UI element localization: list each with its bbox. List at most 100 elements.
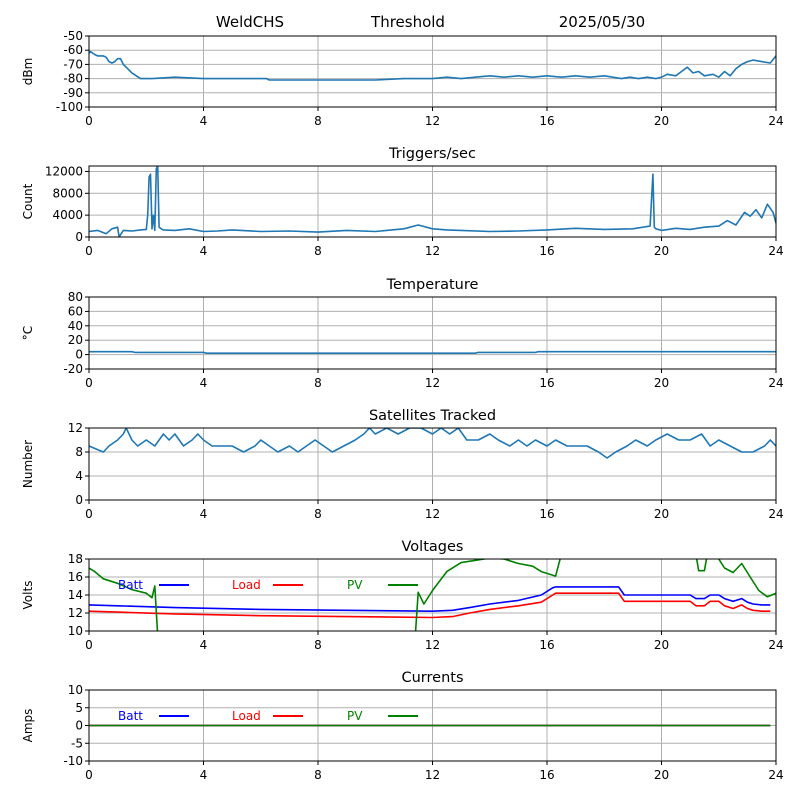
grid — [88, 166, 777, 238]
legend-label-pv: PV — [347, 578, 363, 592]
y-tick-label: 4 — [75, 469, 83, 483]
x-tick-label: 0 — [85, 114, 93, 128]
x-tick-label: 24 — [768, 244, 783, 258]
x-tick-label: 12 — [425, 507, 440, 521]
x-tick-label: 20 — [654, 376, 669, 390]
x-tick-label: 8 — [314, 376, 322, 390]
y-tick-label: 0 — [75, 493, 83, 507]
legend: Batt Load PV — [118, 578, 418, 592]
x-tick-label: 20 — [654, 244, 669, 258]
x-tick-label: 20 — [654, 114, 669, 128]
series-group — [89, 166, 776, 237]
y-tick-label: 4000 — [52, 208, 83, 222]
x-tick-label: 16 — [539, 507, 554, 521]
signal-panel: 0 4 8 12 16 20 24 -100-90-80-70-60-50 dBm — [21, 29, 784, 128]
x-tick-label: 12 — [425, 244, 440, 258]
x-tick-label: 20 — [654, 638, 669, 652]
x-tick-label: 4 — [200, 768, 208, 782]
y-tick-label: 8 — [75, 445, 83, 459]
panel-title: Temperature — [386, 277, 479, 293]
x-tick-label: 16 — [539, 638, 554, 652]
x-tick-label: 16 — [539, 768, 554, 782]
series-group — [89, 50, 776, 81]
x-tick-label: 12 — [425, 768, 440, 782]
x-tick-label: 8 — [314, 114, 322, 128]
y-axis-label: Amps — [21, 709, 35, 743]
y-axis-label: Number — [21, 440, 35, 488]
header-station: WeldCHS — [216, 13, 284, 31]
triggers-panel: 0 4 8 12 16 20 24 0 4000 8000 12000 Count Triggers/s… — [21, 146, 784, 258]
y-tick-label: -80 — [63, 72, 83, 86]
y-tick-label: -100 — [56, 100, 83, 114]
panel-title: Triggers/sec — [388, 146, 476, 162]
x-tick-label: 8 — [314, 768, 322, 782]
series-group — [89, 559, 776, 631]
y-tick-label: 16 — [68, 570, 83, 584]
legend-label-load: Load — [232, 578, 261, 592]
y-tick-label: 12 — [68, 421, 83, 435]
x-tick-label: 12 — [425, 376, 440, 390]
y-tick-label: 60 — [68, 304, 83, 318]
panel-title: Voltages — [402, 539, 464, 555]
y-tick-label: 5 — [75, 701, 83, 715]
y-tick-label: -10 — [63, 754, 83, 768]
x-tick-label: 16 — [539, 114, 554, 128]
legend: Batt Load PV — [118, 709, 418, 723]
y-tick-label: 10 — [68, 683, 83, 697]
x-tick-label: 24 — [768, 638, 783, 652]
x-tick-label: 4 — [200, 507, 208, 521]
y-tick-label: 20 — [68, 333, 83, 347]
y-axis-label: dBm — [21, 58, 35, 86]
y-axis-label: Count — [21, 183, 35, 219]
panel-title: Satellites Tracked — [369, 408, 496, 424]
satellites-panel: 0 4 8 12 16 20 24 0 4 8 12 Number Satellites Tracked — [21, 408, 784, 521]
y-tick-label: -90 — [63, 86, 83, 100]
y-tick-label: 0 — [75, 719, 83, 733]
series-line-load — [89, 592, 771, 619]
series-line-batt — [89, 586, 771, 613]
series-group — [89, 350, 776, 355]
legend-label-pv: PV — [347, 709, 363, 723]
legend-label-batt: Batt — [118, 578, 143, 592]
y-tick-label: -5 — [71, 736, 83, 750]
x-tick-label: 4 — [200, 376, 208, 390]
x-tick-label: 16 — [539, 376, 554, 390]
series-line-main — [89, 50, 776, 81]
series-line-main — [89, 166, 776, 237]
y-tick-label: -20 — [63, 362, 83, 376]
y-tick-label: 14 — [68, 588, 83, 602]
x-tick-label: 12 — [425, 638, 440, 652]
x-tick-label: 24 — [768, 768, 783, 782]
x-tick-label: 8 — [314, 244, 322, 258]
x-tick-label: 0 — [85, 507, 93, 521]
y-tick-label: 8000 — [52, 186, 83, 200]
x-tick-label: 24 — [768, 507, 783, 521]
series-line-main — [89, 350, 776, 355]
x-tick-label: 4 — [200, 114, 208, 128]
y-tick-label: 80 — [68, 290, 83, 304]
y-tick-label: 12 — [68, 606, 83, 620]
x-tick-label: 8 — [314, 507, 322, 521]
y-tick-label: -60 — [63, 43, 83, 57]
y-tick-label: 0 — [75, 348, 83, 362]
y-tick-label: -70 — [63, 57, 83, 71]
y-axis-label: °C — [21, 326, 35, 340]
y-axis-label: Volts — [21, 581, 35, 610]
header-date: 2025/05/30 — [559, 13, 645, 31]
figure-header: WeldCHS Threshold 2025/05/30 — [216, 13, 645, 31]
x-tick-label: 0 — [85, 638, 93, 652]
x-tick-label: 4 — [200, 244, 208, 258]
y-tick-label: 40 — [68, 319, 83, 333]
panel-title: Currents — [401, 670, 463, 686]
y-tick-label: -50 — [63, 29, 83, 43]
x-tick-label: 16 — [539, 244, 554, 258]
grid — [88, 427, 777, 501]
series-line-main — [89, 428, 776, 459]
x-tick-label: 0 — [85, 768, 93, 782]
grid — [88, 35, 777, 108]
x-tick-label: 8 — [314, 638, 322, 652]
grid — [88, 296, 777, 370]
x-tick-label: 12 — [425, 114, 440, 128]
